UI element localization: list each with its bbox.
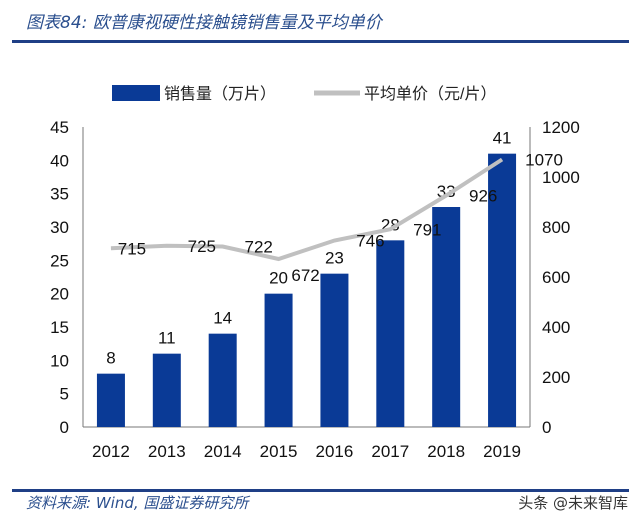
right-tick-label: 200	[542, 368, 570, 387]
left-tick-label: 10	[50, 351, 69, 370]
bar-2014	[208, 333, 237, 427]
bar-2013	[152, 353, 181, 427]
watermark: 头条 @未来智库	[518, 494, 628, 512]
bar-data-label: 14	[213, 309, 232, 328]
line-data-label: 926	[469, 187, 497, 206]
chart-title: 图表84: 欧普康视硬性接触镜销售量及平均单价	[26, 13, 382, 33]
bar-data-label: 20	[269, 269, 288, 288]
bar-data-label: 41	[493, 129, 512, 148]
line-data-label: 715	[118, 239, 146, 258]
bar-2017	[376, 240, 405, 427]
line-data-label: 791	[413, 220, 441, 239]
line-data-label: 1070	[525, 151, 563, 170]
bar-2015	[264, 293, 293, 427]
x-tick-label: 2012	[92, 442, 130, 461]
line-data-label: 746	[356, 232, 384, 251]
bar-data-label: 11	[158, 329, 176, 348]
x-tick-label: 2018	[427, 442, 465, 461]
x-tick-label: 2015	[260, 442, 298, 461]
legend-bar-swatch	[112, 85, 160, 101]
right-tick-label: 0	[542, 418, 551, 437]
bar-2018	[432, 207, 461, 427]
left-tick-label: 0	[60, 418, 69, 437]
x-tick-label: 2019	[483, 442, 521, 461]
x-tick-label: 2014	[204, 442, 242, 461]
chart-plot: 0 5 10 15 20 25 30 35 40 45 0 200 400 600 800 1000 1200 2…	[50, 85, 580, 461]
line-data-label: 722	[245, 238, 273, 257]
x-tick-label: 2017	[371, 442, 409, 461]
bar-2016	[320, 273, 349, 427]
left-tick-label: 35	[50, 185, 69, 204]
bar-data-label: 8	[106, 349, 115, 368]
line-data-label: 725	[188, 237, 216, 256]
right-tick-label: 800	[542, 218, 570, 237]
left-tick-label: 40	[50, 151, 69, 170]
x-tick-label: 2016	[316, 442, 354, 461]
right-tick-label: 1200	[542, 118, 580, 137]
source-note: 资料来源: Wind, 国盛证券研究所	[26, 494, 249, 512]
left-tick-label: 20	[50, 285, 69, 304]
left-tick-label: 45	[50, 118, 69, 137]
left-tick-label: 30	[50, 218, 69, 237]
right-tick-label: 1000	[542, 168, 580, 187]
footer-divider	[12, 489, 629, 492]
left-tick-label: 15	[50, 318, 69, 337]
bar-data-label: 23	[325, 249, 344, 268]
bar-2012	[96, 373, 125, 427]
bar-2019	[488, 153, 517, 427]
right-tick-label: 600	[542, 268, 570, 287]
line-data-label: 672	[291, 266, 319, 285]
legend-bar-label: 销售量（万片）	[164, 85, 276, 103]
legend-line-label: 平均单价（元/片）	[364, 85, 496, 103]
price-line	[110, 157, 504, 262]
left-tick-label: 25	[50, 251, 69, 270]
left-tick-label: 5	[60, 385, 69, 404]
right-tick-label: 400	[542, 318, 570, 337]
x-tick-label: 2013	[148, 442, 186, 461]
title-divider	[12, 40, 629, 43]
